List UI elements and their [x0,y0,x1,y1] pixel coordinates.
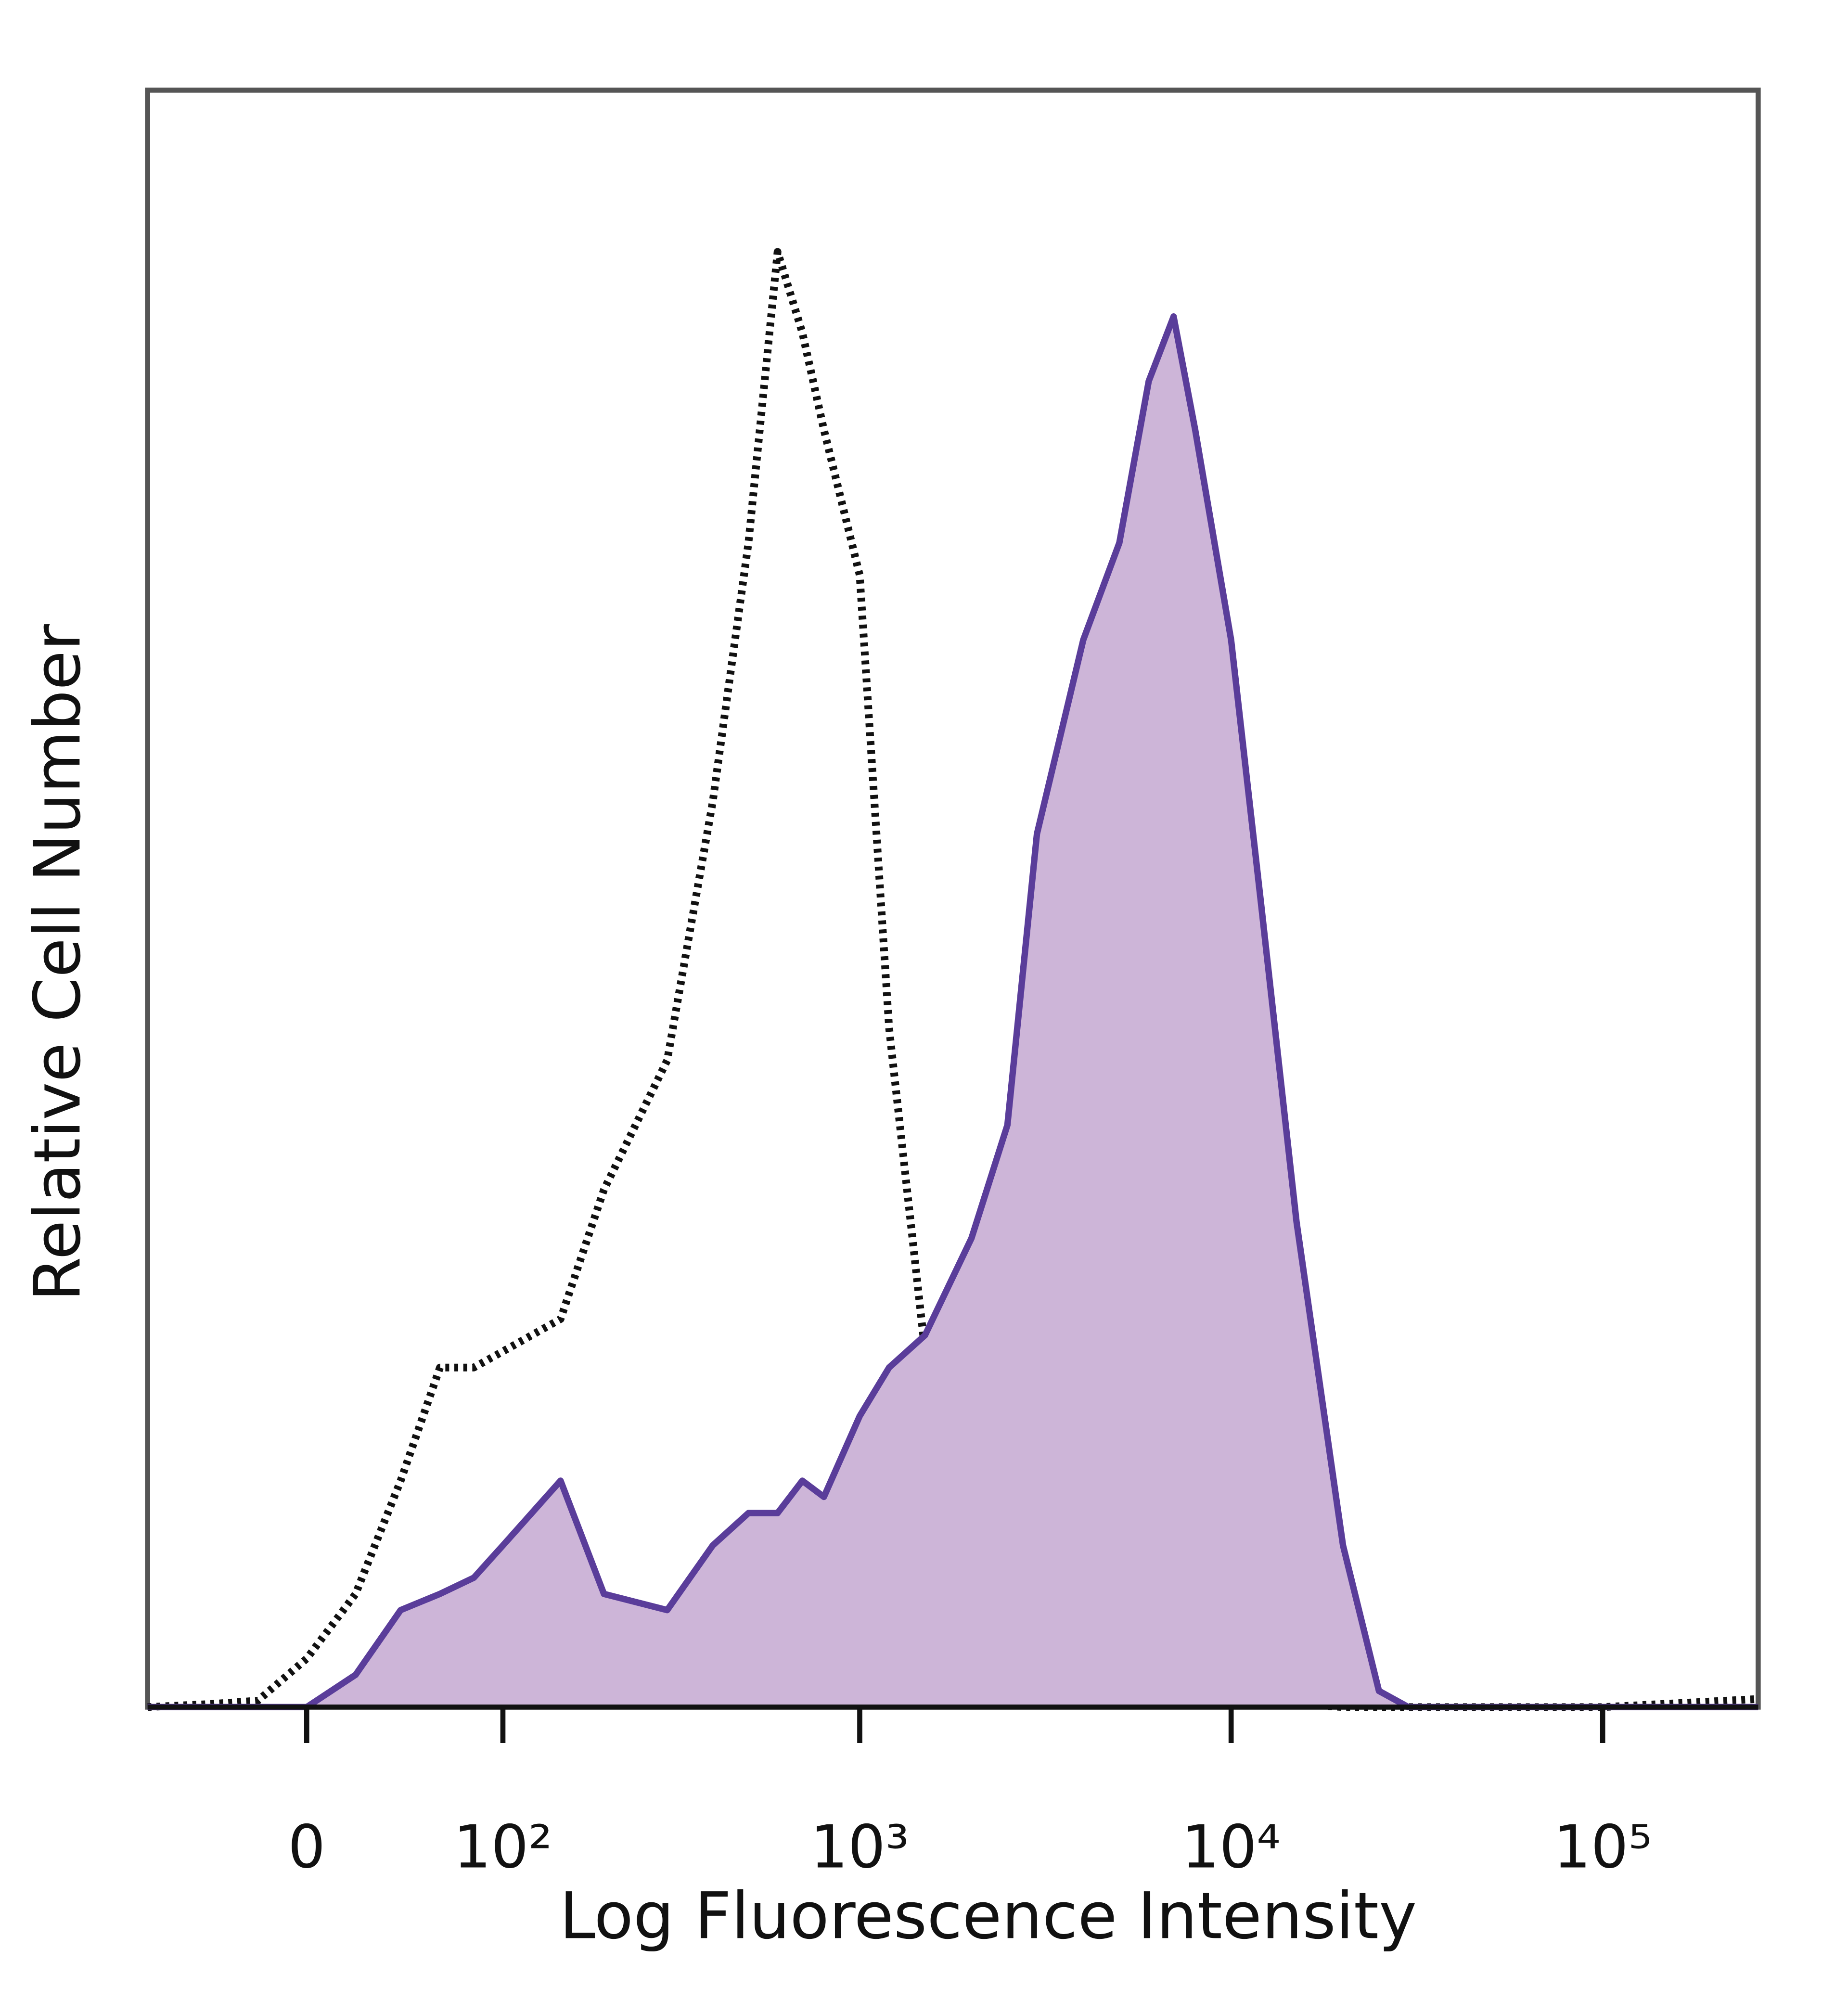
x-tick-label: 10² [453,1813,552,1882]
histogram-area [147,316,1758,1707]
x-tick-label: 10³ [810,1813,909,1882]
x-tick-label: 0 [288,1813,325,1882]
x-axis-label: Log Fluorescence Intensity [560,1879,1417,1953]
histogram-line [147,313,1758,1710]
x-tick-label: 10⁵ [1553,1813,1652,1882]
x-tick-label: 10⁴ [1182,1813,1281,1882]
y-axis-label: Relative Cell Number [20,624,95,1301]
histogram-line [147,248,1758,1711]
